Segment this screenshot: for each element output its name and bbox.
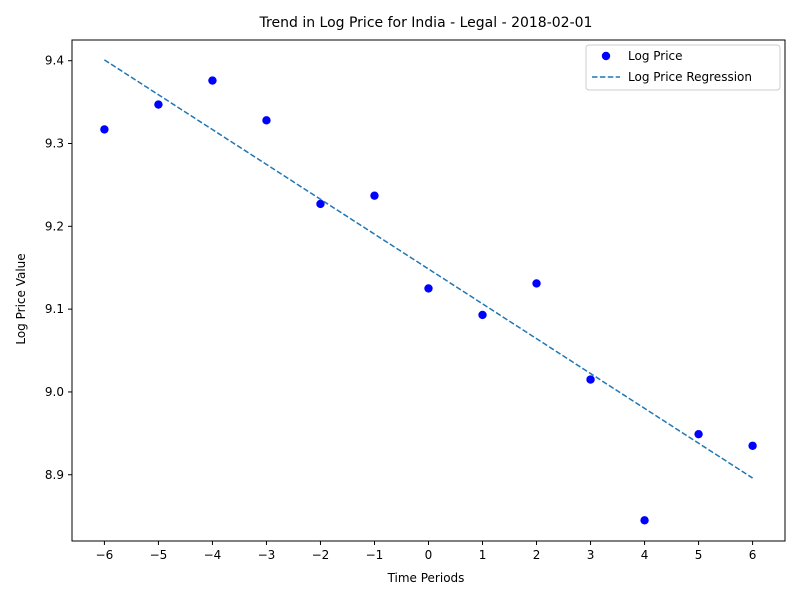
y-tick-label: 9.3	[45, 137, 64, 151]
data-point	[478, 310, 487, 320]
data-point	[748, 441, 757, 450]
x-axis-title: Time Periods	[387, 571, 465, 585]
data-point	[370, 191, 379, 200]
regression-line	[104, 59, 753, 479]
data-point	[208, 76, 217, 85]
x-tick-label: −4	[204, 548, 222, 562]
x-tick-label: 3	[587, 548, 595, 562]
data-point	[694, 429, 703, 439]
y-axis-title: Log Price Value	[14, 253, 28, 344]
x-tick-label: −1	[366, 548, 384, 562]
x-tick-label: 2	[533, 548, 541, 562]
y-tick-label: 9.0	[45, 385, 64, 399]
y-tick-label: 9.4	[45, 54, 64, 68]
legend-marker-swatch	[601, 51, 611, 61]
y-tick-label: 9.2	[45, 219, 64, 233]
data-point	[262, 116, 271, 125]
x-tick-label: −3	[258, 548, 276, 562]
legend: Log Price Log Price Regression	[585, 44, 781, 91]
legend-label: Log Price	[628, 49, 683, 63]
data-point	[586, 375, 595, 384]
data-point	[100, 125, 109, 134]
y-tick-label: 8.9	[45, 468, 64, 482]
x-tick-label: 6	[749, 548, 757, 562]
data-point	[154, 100, 163, 109]
chart-title: Trend in Log Price for India - Legal - 2…	[259, 15, 593, 31]
x-tick-label: −2	[312, 548, 330, 562]
x-tick-label: 5	[695, 548, 703, 562]
x-tick-label: −5	[150, 548, 168, 562]
x-tick-label: −6	[96, 548, 114, 562]
data-point	[640, 516, 649, 525]
y-tick-label: 9.1	[45, 302, 64, 316]
x-tick-label: 0	[425, 548, 433, 562]
plot-area: −6 −5 −4 −3 −2 −1 0 1 2 3 4 5 6 8.9 9.0 9.1 9.2 9.3 9.4	[45, 39, 786, 562]
x-tick-label: 4	[641, 548, 649, 562]
x-tick-label: 1	[479, 548, 487, 562]
data-point	[532, 279, 541, 288]
data-point	[316, 199, 325, 209]
data-point	[424, 284, 433, 293]
legend-label: Log Price Regression	[628, 70, 752, 84]
legend-box	[585, 44, 781, 91]
